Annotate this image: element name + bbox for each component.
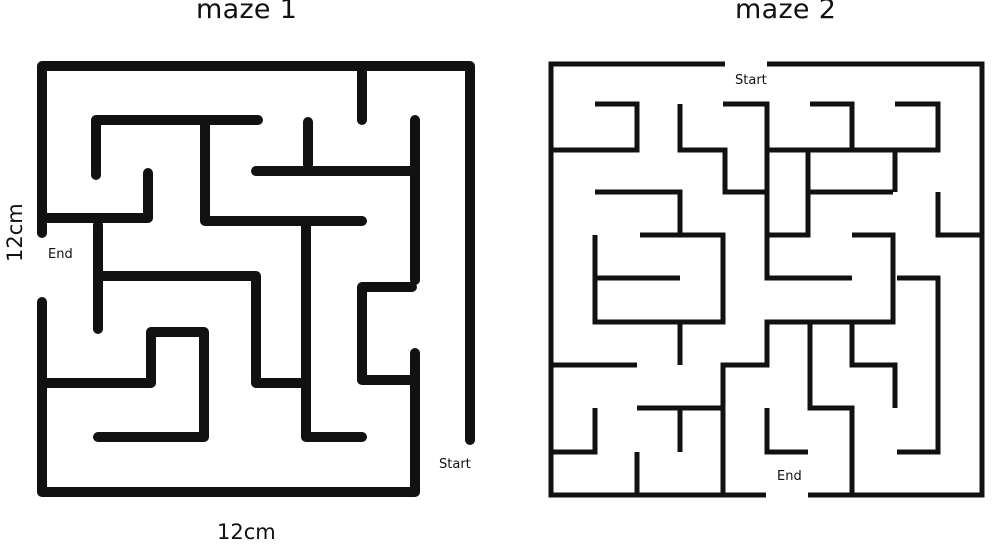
maze-1-outer-wall-top-left [37, 61, 475, 445]
maze-1-wall [301, 220, 367, 442]
maze-1-title: maze 1 [196, 0, 298, 25]
maze-2-wall [810, 101, 855, 150]
maze-2-outer-wall [548, 61, 766, 498]
maze-2-wall [895, 101, 941, 153]
maze-2-start-label: Start [735, 73, 767, 88]
maze-1-start-label: Start [439, 457, 471, 472]
maze-2-end-label: End [777, 469, 802, 484]
maze-2-wall [592, 232, 726, 325]
maze-2 [548, 61, 985, 498]
maze-2-wall [807, 322, 855, 495]
maze-1-height-label: 12cm [3, 203, 27, 262]
maze-2-title: maze 2 [735, 0, 837, 25]
maze-1-wall [200, 117, 367, 226]
maze-2-wall [595, 189, 683, 235]
maze-1-wall [41, 168, 153, 223]
maze-2-wall [720, 232, 896, 495]
maze-1-wall [357, 282, 420, 403]
maze-1-width-label: 12cm [217, 520, 276, 544]
maze-2-wall [552, 101, 640, 153]
maze-2-wall [897, 275, 941, 455]
maze-2-wall [764, 408, 808, 455]
maze-1-outer-wall-bottom-left [37, 297, 420, 497]
maze-1-wall [96, 271, 311, 388]
maze-1-end-label: End [48, 247, 73, 262]
maze-1 [37, 61, 475, 497]
maze-1-wall [41, 327, 209, 442]
maze-2-wall [764, 150, 852, 281]
maze-2-wall [935, 192, 980, 238]
maze-2-wall [677, 104, 765, 195]
maze-2-wall [552, 408, 598, 455]
maze-2-outer-wall [767, 61, 985, 498]
maze-2-wall [849, 322, 898, 408]
maze-1-wall [91, 115, 263, 180]
